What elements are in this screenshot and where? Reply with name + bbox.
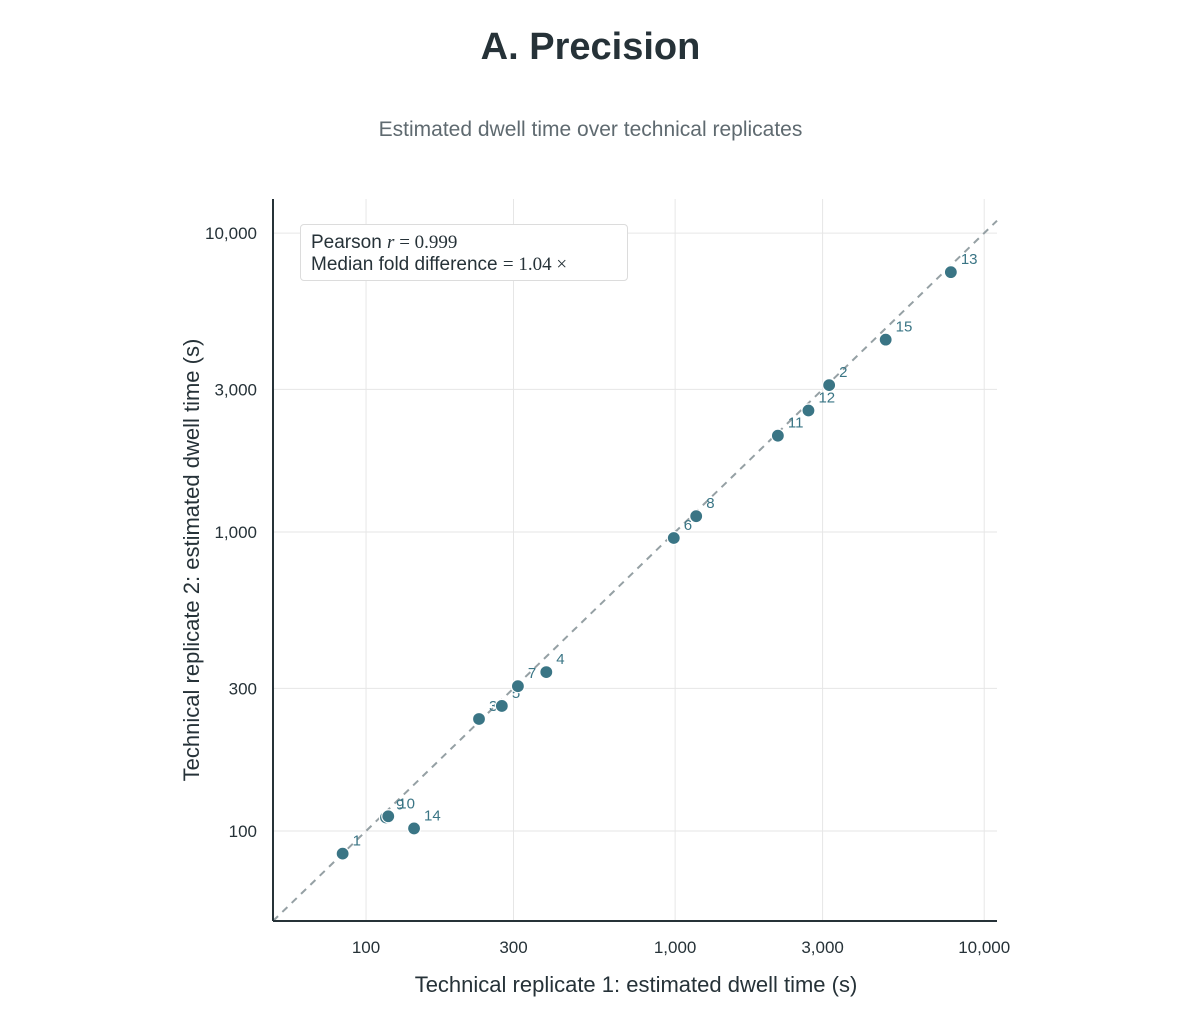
data-point-7 [510,679,526,694]
data-point-5 [494,698,509,714]
legend-pearson-eq: = [394,232,415,253]
legend-pearson-prefix: Pearson [311,232,388,253]
x-tick-label-3: 3,000 [801,938,844,957]
chart-title: A. Precision [480,26,701,68]
data-point-label-3: 3 [489,698,497,715]
x-tick-label-2: 1,000 [654,938,697,957]
chart-subtitle: Estimated dwell time over technical repl… [378,118,803,141]
y-axis-ticks: 100 300 1,000 3,000 10,000 [205,224,257,841]
data-point-3 [471,711,487,727]
legend-fold-eq: = [502,254,519,275]
data-point-label-14: 14 [424,807,441,824]
data-point-label-1: 1 [353,833,361,850]
y-axis-title: Technical replicate 2: estimated dwell t… [179,339,204,782]
data-point-2 [822,378,837,393]
legend-fold-suffix: × [551,254,568,275]
data-point-label-4: 4 [556,651,564,668]
y-tick-label-0: 100 [229,822,257,841]
legend-fold-value: 1.04 [518,254,552,275]
data-point-label-6: 6 [684,517,692,534]
data-point-11 [770,428,785,443]
data-point-label-7: 7 [528,665,536,682]
data-point-15 [878,332,893,347]
data-point-12 [801,403,816,418]
data-point-1 [335,846,350,861]
x-axis-title: Technical replicate 1: estimated dwell t… [415,972,858,997]
x-tick-label-1: 300 [499,938,527,957]
legend-fold-line: Median fold difference = 1.04 × [311,254,617,276]
data-point-label-8: 8 [706,495,714,512]
data-point-14 [406,821,422,836]
data-point-label-15: 15 [896,319,913,336]
data-point-13 [943,265,958,280]
data-point-10 [381,809,396,824]
data-point-6 [666,530,681,546]
x-tick-label-4: 10,000 [958,938,1010,957]
data-point-label-13: 13 [961,251,978,268]
x-axis-ticks: 100 300 1,000 3,000 10,000 [352,938,1010,957]
data-point-label-9: 9 [396,796,404,813]
legend-pearson-var: r [387,232,395,253]
data-point-label-5: 5 [512,685,520,702]
data-point-label-2: 2 [839,364,847,381]
legend-pearson-value: 0.999 [414,232,458,253]
y-tick-label-3: 3,000 [214,380,257,399]
data-point-8 [689,509,704,524]
y-tick-label-4: 10,000 [205,224,257,243]
y-tick-label-2: 1,000 [214,523,257,542]
data-point-label-12: 12 [818,389,835,406]
data-point-label-10: 10 [398,795,415,812]
data-point-label-11: 11 [788,415,804,432]
x-tick-label-0: 100 [352,938,380,957]
legend-pearson-line: Pearson r = 0.999 [311,232,617,254]
stats-legend: Pearson r = 0.999 Median fold difference… [300,224,628,281]
data-point-4 [539,665,554,680]
legend-fold-prefix: Median fold difference [311,254,503,275]
y-tick-label-1: 300 [229,679,257,698]
